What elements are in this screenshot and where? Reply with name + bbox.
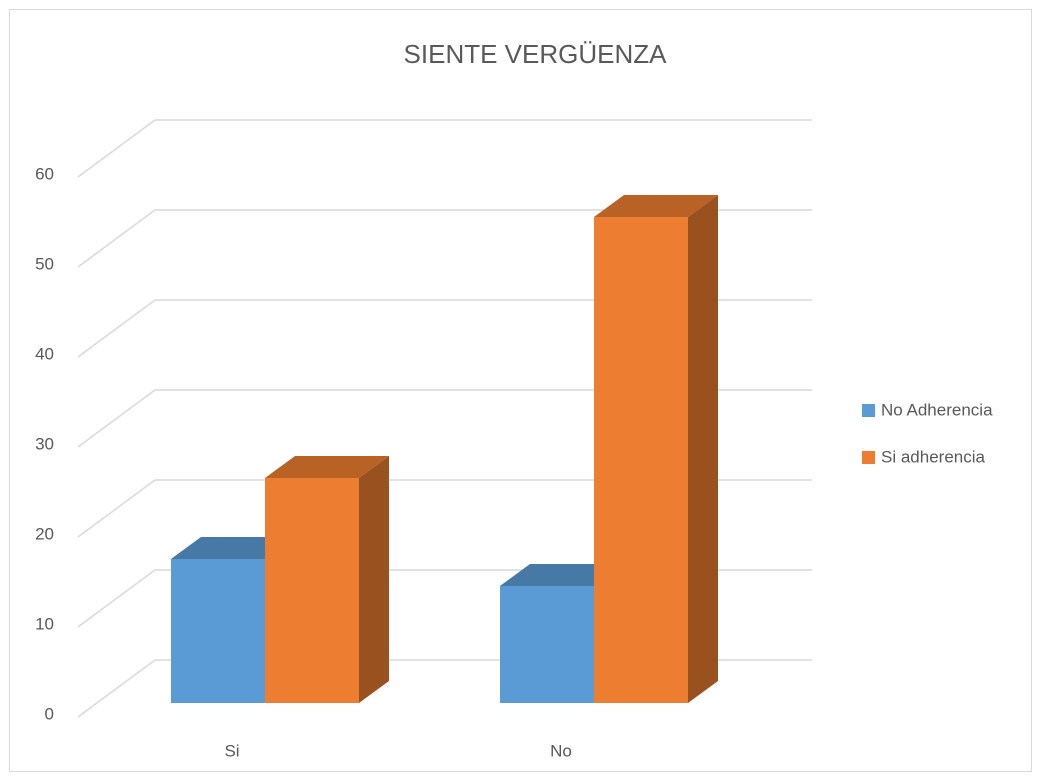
legend-label: Si adherencia <box>881 447 986 466</box>
bar <box>500 586 594 703</box>
grid-line-side <box>77 209 156 268</box>
grid-line-side <box>77 119 156 178</box>
grid-line-side <box>77 659 156 718</box>
y-tick-label: 50 <box>35 254 54 273</box>
bar-side <box>688 195 718 703</box>
bar-top <box>594 195 718 217</box>
grid-line-side <box>77 299 156 358</box>
bar <box>265 478 359 703</box>
chart-title: SIENTE VERGÜENZA <box>404 39 668 69</box>
y-tick-label: 30 <box>35 434 54 453</box>
grid-line-side <box>77 389 156 448</box>
bar <box>171 559 265 703</box>
bar-top <box>500 564 624 586</box>
legend-swatch <box>862 404 875 417</box>
x-tick-label: No <box>550 741 572 760</box>
y-tick-label: 10 <box>35 614 54 633</box>
bar-top <box>171 537 295 559</box>
y-tick-label: 40 <box>35 344 54 363</box>
x-tick-label: Si <box>224 741 239 760</box>
bar <box>594 217 688 703</box>
y-tick-label: 20 <box>35 524 54 543</box>
y-tick-label: 0 <box>45 704 54 723</box>
grid-line-side <box>77 479 156 538</box>
legend-swatch <box>862 451 875 464</box>
legend-label: No Adherencia <box>881 400 993 419</box>
bar-top <box>265 456 389 478</box>
grid-line-side <box>77 569 156 628</box>
bar-side <box>359 456 389 703</box>
y-tick-label: 60 <box>35 164 54 183</box>
